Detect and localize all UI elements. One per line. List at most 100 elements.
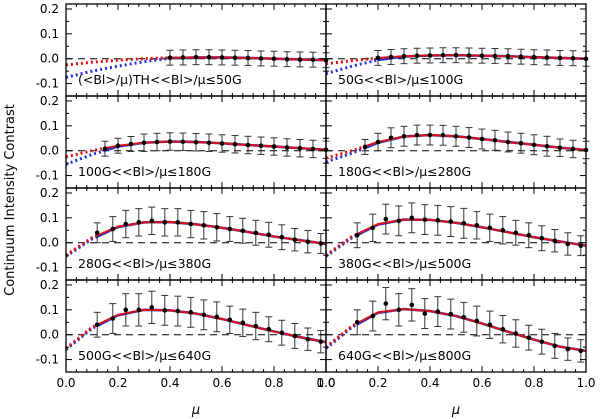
data-point (167, 55, 173, 61)
x-tick-label: 1.0 (316, 376, 335, 390)
fit-blue-extrapolation (65, 235, 98, 258)
data-point (396, 307, 402, 313)
panel-label: 380G<<Bl>/μ≤500G (338, 256, 471, 271)
data-point (279, 234, 285, 240)
x-tick-label: 0.8 (524, 376, 543, 390)
x-tick-label: 0.6 (212, 376, 231, 390)
data-point (128, 141, 134, 147)
data-point (578, 348, 584, 354)
data-point (310, 146, 316, 152)
data-point (193, 139, 199, 145)
data-point (570, 55, 576, 61)
y-tick-label: -0.1 (36, 353, 59, 367)
panel-7: -0.1 0.0 0.1 0.2 0.0 0.2 0.4 0.6 0.8 1.0 500G<<Bl>… (36, 278, 336, 390)
data-point (310, 57, 316, 62)
y-tick-label: 0.0 (40, 144, 59, 158)
data-point (505, 53, 511, 59)
data-point (206, 54, 212, 60)
data-point (318, 339, 324, 344)
data-point (188, 310, 194, 315)
data-point (240, 228, 246, 234)
data-point (557, 145, 563, 151)
data-point (466, 53, 472, 58)
data-point (227, 317, 233, 323)
data-point (214, 314, 220, 320)
fit-red-line (96, 221, 327, 245)
panel-3: -0.1 0.0 0.1 0.2 100G<<Bl>/μ≤180G (36, 94, 330, 189)
panel-label: 100G<<Bl>/μ≤180G (78, 164, 211, 179)
data-point (396, 218, 402, 224)
panels-layer: -0.1 0.0 0.1 0.2 (<Bl>/μ)TH<<Bl>/μ≤50G 50G<<B… (36, 2, 596, 390)
data-point (362, 144, 368, 150)
data-point (292, 333, 298, 339)
data-point (154, 139, 160, 145)
data-point (245, 142, 251, 148)
data-point (94, 230, 100, 236)
data-point (214, 224, 220, 230)
data-point (136, 307, 142, 313)
fit-red-extrapolation (325, 56, 379, 66)
panel-label: 640G<<Bl>/μ≤800G (338, 348, 471, 363)
x-tick-label: 0.2 (368, 376, 387, 390)
data-point (271, 56, 277, 62)
y-tick-label: 0.0 (40, 328, 59, 342)
data-point (500, 326, 506, 332)
data-point (305, 336, 311, 342)
data-point (305, 239, 311, 245)
y-tick-label: 0.2 (40, 278, 59, 292)
data-point (474, 318, 480, 324)
panel-label: (<Bl>/μ)TH<<Bl>/μ≤50G (78, 72, 242, 87)
data-point (544, 55, 550, 60)
data-point (427, 132, 433, 138)
x-tick-label: 0.0 (56, 376, 75, 390)
fit-blue-extrapolation (325, 146, 366, 164)
x-tick-label: 0.4 (420, 376, 439, 390)
data-point (253, 323, 259, 329)
panel-label: 180G<<Bl>/μ≤280G (338, 164, 471, 179)
data-point (266, 232, 272, 238)
data-point (240, 320, 246, 326)
y-tick-label: 0.2 (40, 2, 59, 16)
data-point (370, 313, 376, 319)
data-point (453, 133, 459, 139)
y-tick-label: -0.1 (36, 77, 59, 91)
data-point (271, 144, 277, 149)
data-point (565, 241, 571, 247)
data-point (175, 308, 181, 314)
data-point (513, 230, 519, 236)
data-point (435, 218, 441, 223)
data-point (388, 54, 394, 60)
panel-5: -0.1 0.0 0.1 0.2 280G<<Bl>/μ≤380G (36, 186, 327, 281)
data-point (110, 316, 116, 321)
data-point (219, 55, 225, 60)
data-point (141, 140, 147, 146)
data-point (526, 335, 532, 340)
data-point (487, 225, 493, 231)
data-point (284, 56, 290, 62)
data-point (492, 137, 498, 143)
data-point (518, 54, 524, 60)
data-point (167, 139, 173, 144)
data-point (102, 146, 108, 152)
fit-red-extrapolation (325, 144, 366, 160)
y-tick-label: 0.1 (40, 303, 59, 317)
data-point (474, 222, 480, 228)
data-point (149, 305, 155, 310)
data-point (266, 326, 272, 332)
data-point (479, 136, 485, 142)
data-point (279, 330, 285, 336)
x-tick-label: 0.4 (160, 376, 179, 390)
fit-red-extrapolation (325, 321, 358, 349)
fit-blue-extrapolation (325, 233, 358, 258)
x-tick-label: 0.2 (108, 376, 127, 390)
panel-label: 50G<<Bl>/μ≤100G (338, 72, 463, 87)
fit-red-extrapolation (65, 323, 98, 350)
panel-1: -0.1 0.0 0.1 0.2 (<Bl>/μ)TH<<Bl>/μ≤50G (36, 2, 330, 97)
data-point (258, 56, 264, 61)
data-point (440, 52, 446, 58)
data-point (162, 308, 168, 313)
data-point (505, 139, 511, 145)
fit-red-line (356, 218, 587, 247)
